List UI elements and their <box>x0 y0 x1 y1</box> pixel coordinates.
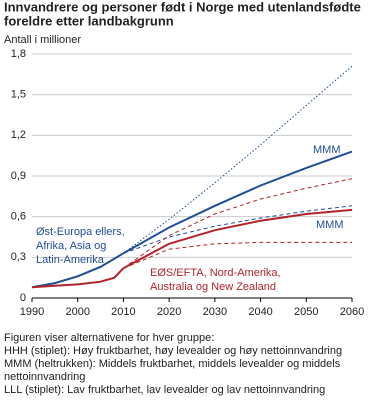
annotation: EØS/EFTA, Nord-Amerika, <box>150 267 281 279</box>
x-tick-label: 2000 <box>65 306 89 318</box>
x-tick-label: 2010 <box>111 306 135 318</box>
series-line <box>122 150 353 255</box>
y-axis-label: Antall i millioner <box>4 34 81 46</box>
y-tick-label: 0 <box>20 292 26 304</box>
x-tick-label: 2040 <box>248 306 272 318</box>
annotation: MMM <box>316 219 344 231</box>
y-tick-label: 1,8 <box>11 48 26 60</box>
chart-title: foreldre etter landbakgrunn <box>4 13 174 28</box>
x-tick-label: 2060 <box>340 306 364 318</box>
series-line <box>31 267 125 289</box>
annotation: Afrika, Asia og <box>36 240 106 252</box>
x-tick-label: 2050 <box>294 306 318 318</box>
footnote: LLL (stiplet): Lav fruktbarhet, lav leve… <box>4 384 325 396</box>
annotation: Øst-Europa ellers, <box>36 226 125 238</box>
chart-title: Innvandrere og personer født i Norge med… <box>4 0 361 14</box>
series-line <box>122 208 353 270</box>
y-tick-label: 0,6 <box>11 211 26 223</box>
series-line <box>31 252 124 289</box>
y-tick-label: 1,5 <box>11 89 26 101</box>
annotation: Australia og New Zealand <box>150 281 276 293</box>
y-tick-label: 0,3 <box>11 251 26 263</box>
footnote: MMM (heltrukken): Middels fruktbarhet, m… <box>4 358 341 370</box>
annotation: MMM <box>313 144 341 156</box>
y-tick-label: 0,9 <box>11 170 26 182</box>
annotation: Latin-Amerika <box>36 254 105 266</box>
y-tick-label: 1,2 <box>11 129 26 141</box>
series-line <box>123 241 352 269</box>
x-tick-label: 2020 <box>157 306 181 318</box>
footnote: HHH (stiplet): Høy fruktbarhet, høy leve… <box>4 345 342 357</box>
footnote: Figuren viser alternativene for hver gru… <box>4 332 214 344</box>
footnote: nettoinnvandring <box>4 371 85 383</box>
series-line <box>123 65 353 254</box>
x-tick-label: 2030 <box>203 306 227 318</box>
x-tick-label: 1990 <box>20 306 44 318</box>
